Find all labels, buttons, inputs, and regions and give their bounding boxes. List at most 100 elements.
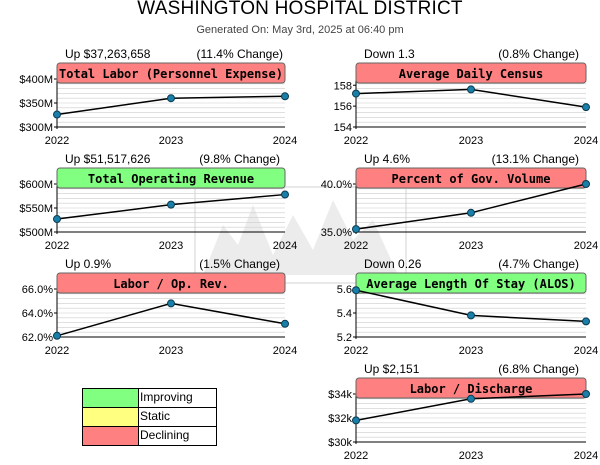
- change-summary: Up $37,263,658: [65, 47, 151, 61]
- chart-title: Total Operating Revenue: [88, 172, 254, 186]
- data-point: [281, 319, 289, 328]
- y-tick-label: 62.0%: [22, 332, 53, 344]
- change-percent: (6.8% Change): [498, 362, 579, 376]
- chart-title-box: [56, 167, 286, 189]
- x-tick-label: 2022: [344, 345, 368, 357]
- y-tick-label: 158: [334, 80, 352, 92]
- data-point: [352, 286, 360, 295]
- x-tick-label: 2024: [574, 135, 598, 147]
- legend-label-declining: Declining: [140, 428, 190, 442]
- chart-panel: Down 1.3 (0.8% Change) 154 156 158 2022 2023 20…: [0, 47, 600, 147]
- chart-svg: $500M $550M $600M 2022 2023 2024 Total Operati…: [19, 167, 297, 252]
- hospital-watermark-logo: [194, 186, 407, 284]
- chart-svg: 35.0% 40.0% 2022 2023 2024 Percent of Gov. Vo…: [321, 167, 598, 252]
- y-tick-label: 156: [334, 101, 352, 113]
- chart-panel: Down 0.26 (4.7% Change) 5.2 5.4 5.6 2022 2023 2…: [0, 257, 600, 357]
- x-tick-label: 2023: [459, 450, 483, 462]
- chart-title-box: [56, 272, 286, 294]
- x-tick-label: 2024: [574, 240, 598, 252]
- y-tick-label: $34k: [328, 389, 352, 401]
- chart-svg: $30k $32k $34k 2022 2023 2024 Labor / Discharg…: [328, 377, 598, 462]
- change-summary: Up 0.9%: [65, 257, 112, 271]
- data-point: [352, 225, 360, 234]
- y-tick-label: 64.0%: [22, 308, 53, 320]
- data-point: [281, 190, 289, 199]
- generated-timestamp: Generated On: May 3rd, 2025 at 06:40 pm: [196, 24, 404, 36]
- data-point: [167, 200, 175, 209]
- change-percent: (4.7% Change): [498, 257, 579, 271]
- change-percent: (9.8% Change): [199, 152, 280, 166]
- chart-title-box: [355, 167, 587, 189]
- chart-panel: Up $2,151 (6.8% Change) $30k $32k $34k 2022 20…: [0, 362, 600, 462]
- x-tick-label: 2023: [159, 240, 183, 252]
- change-summary: Down 1.3: [364, 47, 415, 61]
- x-tick-label: 2022: [344, 135, 368, 147]
- chart-title: Total Labor (Personnel Expense): [59, 67, 283, 81]
- chart-svg: 5.2 5.4 5.6 2022 2023 2024 Average Length Of S…: [337, 272, 598, 357]
- y-tick-label: 5.4: [337, 308, 352, 320]
- data-point: [167, 94, 175, 103]
- legend-swatch-declining: [83, 427, 139, 445]
- chart-title-box: [56, 62, 286, 84]
- chart-svg: $300M $350M $400M 2022 2023 2024 Total Labor (…: [19, 62, 297, 147]
- change-summary: Up $2,151: [364, 362, 420, 376]
- chart-title: Labor / Discharge: [410, 382, 533, 396]
- data-point: [352, 416, 360, 425]
- y-tick-label: 154: [334, 122, 352, 134]
- data-point: [582, 103, 590, 112]
- data-point: [582, 180, 590, 188]
- data-point: [53, 110, 61, 119]
- x-tick-label: 2024: [273, 240, 297, 252]
- change-summary: Up $51,517,626: [65, 152, 151, 166]
- data-point: [467, 208, 475, 217]
- y-tick-label: 40.0%: [321, 179, 352, 191]
- chart-title: Labor / Op. Rev.: [113, 277, 229, 291]
- x-tick-label: 2023: [459, 240, 483, 252]
- legend-item-improving: Improving: [82, 388, 217, 407]
- y-tick-label: $600M: [19, 179, 53, 191]
- chart-panel: Up $37,263,658 (11.4% Change) $300M $350M $4…: [0, 47, 600, 147]
- chart-panel: Up 4.6% (13.1% Change) 35.0% 40.0% 2022 2023 2…: [0, 152, 600, 252]
- x-tick-label: 2023: [459, 135, 483, 147]
- report-title: WASHINGTON HOSPITAL DISTRICT: [137, 0, 463, 19]
- chart-panel: Up $51,517,626 (9.8% Change) $500M $550M $60…: [0, 152, 600, 252]
- change-summary: Down 0.26: [364, 257, 422, 271]
- legend-swatch-static: [83, 408, 139, 426]
- x-tick-label: 2023: [159, 345, 183, 357]
- change-percent: (1.5% Change): [199, 257, 280, 271]
- y-tick-label: 35.0%: [321, 227, 352, 239]
- y-tick-label: $500M: [19, 227, 53, 239]
- data-point: [582, 317, 590, 326]
- data-point: [281, 92, 289, 101]
- change-percent: (11.4% Change): [196, 47, 284, 61]
- data-point: [582, 390, 590, 398]
- chart-title: Average Daily Census: [399, 67, 544, 81]
- legend-label-improving: Improving: [140, 390, 193, 404]
- x-tick-label: 2024: [273, 345, 297, 357]
- change-summary: Up 4.6%: [364, 152, 411, 166]
- x-tick-label: 2022: [45, 345, 69, 357]
- y-tick-label: 5.2: [337, 332, 352, 344]
- data-point: [467, 85, 475, 94]
- y-tick-label: $300M: [19, 122, 53, 134]
- data-point: [53, 331, 61, 340]
- legend-item-declining: Declining: [82, 426, 217, 446]
- x-tick-label: 2022: [344, 450, 368, 462]
- data-point: [167, 299, 175, 308]
- chart-title-box: [355, 62, 587, 84]
- legend-item-static: Static: [82, 407, 217, 426]
- legend-swatch-improving: [83, 389, 139, 407]
- x-tick-label: 2023: [459, 345, 483, 357]
- chart-panel: Up 0.9% (1.5% Change) 62.0% 64.0% 66.0% 2022 2…: [0, 257, 600, 357]
- x-tick-label: 2023: [159, 135, 183, 147]
- y-tick-label: $400M: [19, 74, 53, 86]
- status-legend: Improving Static Declining: [82, 388, 217, 446]
- y-tick-label: 5.6: [337, 284, 352, 296]
- y-tick-label: $350M: [19, 98, 53, 110]
- y-tick-label: $30k: [328, 437, 352, 449]
- data-point: [53, 215, 61, 224]
- chart-title: Average Length Of Stay (ALOS): [366, 277, 576, 291]
- x-tick-label: 2022: [45, 240, 69, 252]
- x-tick-label: 2024: [574, 450, 598, 462]
- data-point: [467, 394, 475, 403]
